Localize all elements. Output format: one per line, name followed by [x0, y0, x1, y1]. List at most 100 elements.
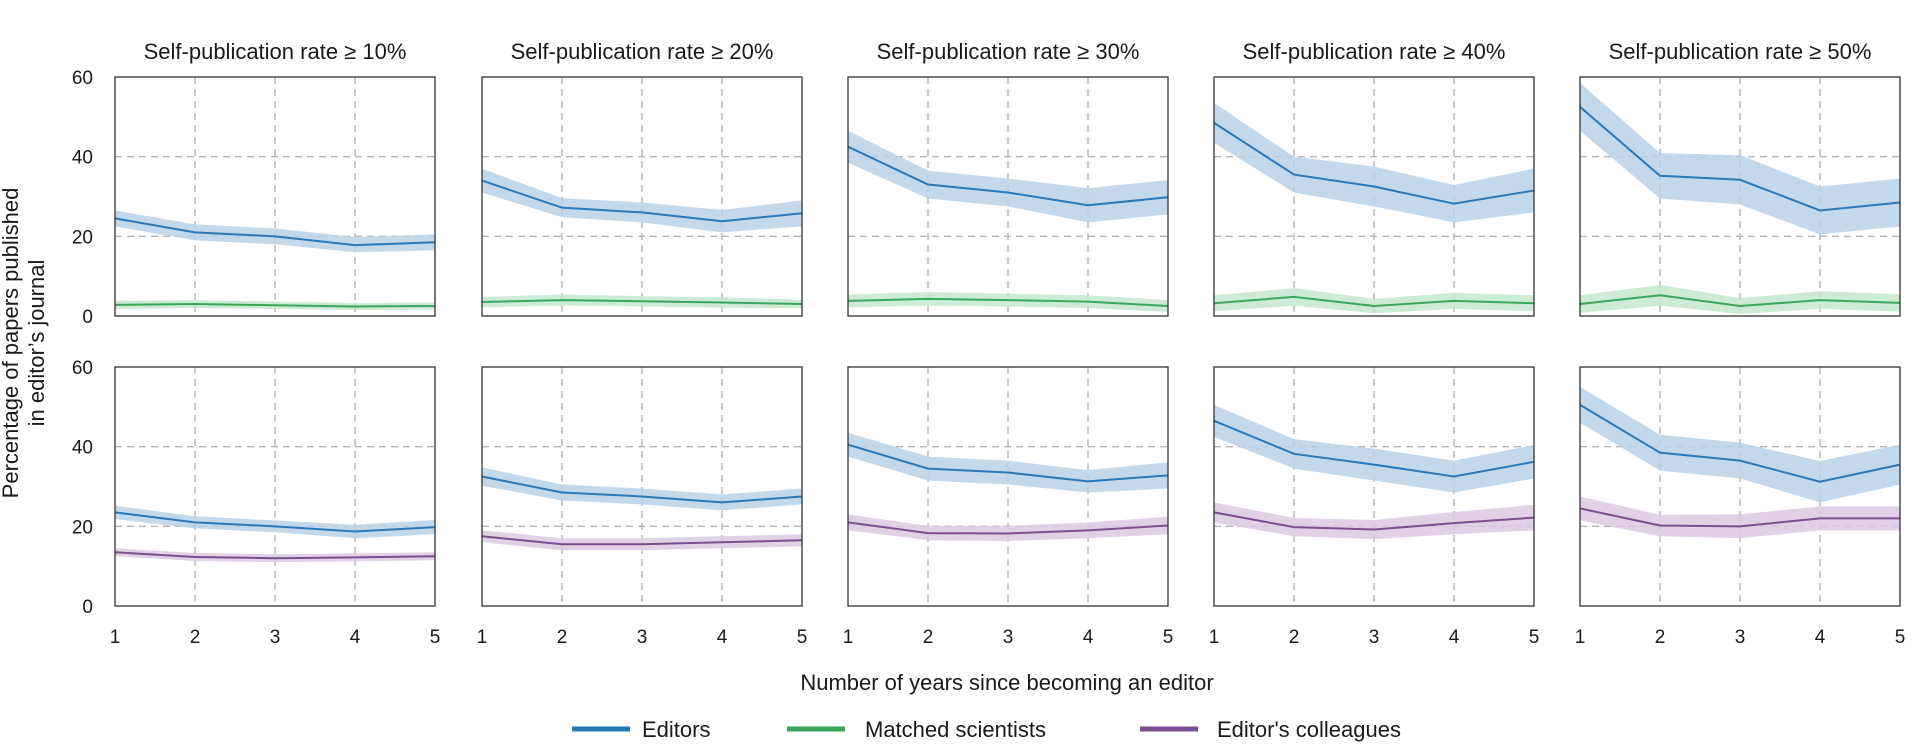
panel-frame	[1213, 76, 1535, 317]
legend-item-editors-colleagues: Editor's colleagues	[1140, 717, 1401, 742]
x-tick-label: 2	[1289, 627, 1300, 648]
ci-band-editor-s-colleagues	[1580, 496, 1900, 539]
panel-title: Self-publication rate ≥ 50%	[1609, 39, 1872, 64]
x-tick-label: 5	[1529, 627, 1540, 648]
panel-frame	[1579, 76, 1901, 317]
ci-band-editors	[1580, 386, 1900, 503]
y-axis-label-2: in editor’s journal	[24, 260, 49, 427]
x-tick-label: 1	[843, 627, 854, 648]
ci-band-editors	[482, 168, 802, 233]
y-tick-label: 20	[72, 517, 93, 538]
ci-band-matched-scientists	[1214, 288, 1534, 314]
series-line-editors	[481, 179, 803, 223]
x-tick-label: 3	[1735, 627, 1746, 648]
panel-title: Self-publication rate ≥ 20%	[511, 39, 774, 64]
x-tick-label: 3	[1003, 627, 1014, 648]
panel-r1-c4: Self-publication rate ≥ 40%	[1213, 39, 1535, 317]
x-tick-label: 1	[1209, 627, 1220, 648]
series-line-editors	[114, 511, 436, 533]
x-tick-label: 4	[717, 627, 728, 648]
x-tick-label: 5	[430, 627, 441, 648]
series-line-editors	[1579, 106, 1901, 212]
ci-band-editors	[1580, 82, 1900, 235]
y-axis-label: Percentage of papers published	[0, 188, 23, 499]
panel-r2-c3: 1 2 3 4 5	[843, 366, 1174, 648]
ci-band-editors	[115, 210, 435, 253]
series-line-matched-scientists	[1579, 294, 1901, 308]
series-line-editor-s-colleagues	[481, 535, 803, 546]
ci-band-editor-s-colleagues	[1214, 502, 1534, 540]
panel-frame	[1579, 366, 1901, 607]
panel-title: Self-publication rate ≥ 30%	[877, 39, 1140, 64]
x-tick-label: 5	[797, 627, 808, 648]
legend: Editors Matched scientists Editor's coll…	[572, 717, 1401, 742]
y-axis-label-line1: Percentage of papers published	[0, 188, 23, 499]
series-line-editors	[847, 443, 1169, 483]
y-tick-label: 40	[72, 148, 93, 169]
series-line-editors	[481, 475, 803, 504]
panel-r2-c1: 0 20 40 60 1 2 3 4 5	[72, 358, 440, 648]
series-line-editors	[847, 145, 1169, 207]
series-line-editor-s-colleagues	[847, 521, 1169, 535]
x-tick-label: 2	[557, 627, 568, 648]
ci-band-editors	[115, 505, 435, 539]
ci-band-editors	[848, 130, 1168, 223]
panel-frame	[847, 76, 1169, 317]
ci-band-editors	[482, 467, 802, 511]
y-tick-label: 40	[72, 438, 93, 459]
ci-band-editors	[848, 432, 1168, 493]
panel-frame	[481, 76, 803, 317]
legend-item-matched-scientists: Matched scientists	[787, 717, 1046, 742]
x-tick-label: 3	[1369, 627, 1380, 648]
ci-band-matched-scientists	[848, 292, 1168, 313]
x-tick-label: 1	[477, 627, 488, 648]
series-line-editors	[114, 217, 436, 247]
panel-r2-c4: 1 2 3 4 5	[1209, 366, 1540, 648]
ci-band-editor-s-colleagues	[115, 548, 435, 563]
panel-r1-c1: Self-publication rate ≥ 10% 0 20 40 60	[72, 39, 436, 328]
series-line-editor-s-colleagues	[1213, 511, 1535, 531]
legend-item-editors: Editors	[572, 717, 710, 742]
y-axis-label-line2: in editor’s journal	[24, 260, 49, 427]
series-line-editors	[1213, 121, 1535, 205]
legend-label-editors: Editors	[642, 717, 710, 742]
series-line-editors	[1213, 419, 1535, 478]
series-line-matched-scientists	[114, 303, 436, 308]
series-line-matched-scientists	[847, 297, 1169, 308]
ci-band-editors	[1214, 102, 1534, 223]
x-tick-label: 4	[350, 627, 361, 648]
x-tick-label: 4	[1815, 627, 1826, 648]
x-tick-label: 2	[190, 627, 201, 648]
panel-frame	[847, 366, 1169, 607]
panel-r1-c2: Self-publication rate ≥ 20%	[481, 39, 803, 317]
panel-r2-c5: 1 2 3 4 5	[1575, 366, 1906, 648]
series-line-editors	[1579, 403, 1901, 483]
x-tick-label: 5	[1163, 627, 1174, 648]
x-tick-label: 1	[110, 627, 121, 648]
panel-r2-c2: 1 2 3 4 5	[477, 366, 808, 648]
panel-r1-c5: Self-publication rate ≥ 50%	[1579, 39, 1901, 317]
y-tick-label: 0	[82, 307, 93, 328]
x-tick-label: 3	[270, 627, 281, 648]
series-line-editor-s-colleagues	[1579, 507, 1900, 528]
x-tick-label: 3	[637, 627, 648, 648]
x-tick-label: 4	[1083, 627, 1094, 648]
x-tick-label: 5	[1895, 627, 1906, 648]
ci-band-editor-s-colleagues	[848, 514, 1168, 542]
x-axis-label: Number of years since becoming an editor	[800, 670, 1213, 695]
panel-title: Self-publication rate ≥ 10%	[144, 39, 407, 64]
panel-frame	[114, 76, 436, 317]
series-line-editor-s-colleagues	[114, 551, 436, 560]
legend-label-matched-scientists: Matched scientists	[865, 717, 1046, 742]
x-tick-label: 2	[923, 627, 934, 648]
panel-title: Self-publication rate ≥ 40%	[1243, 39, 1506, 64]
panel-frame	[481, 366, 803, 607]
y-tick-label: 0	[82, 597, 93, 618]
panel-frame	[1213, 366, 1535, 607]
panel-grid: Self-publication rate ≥ 10%0204060Self-p…	[72, 39, 1905, 648]
y-tick-label: 60	[72, 358, 93, 379]
series-line-matched-scientists	[1213, 295, 1535, 308]
panel-frame	[114, 366, 436, 607]
x-tick-label: 4	[1449, 627, 1460, 648]
